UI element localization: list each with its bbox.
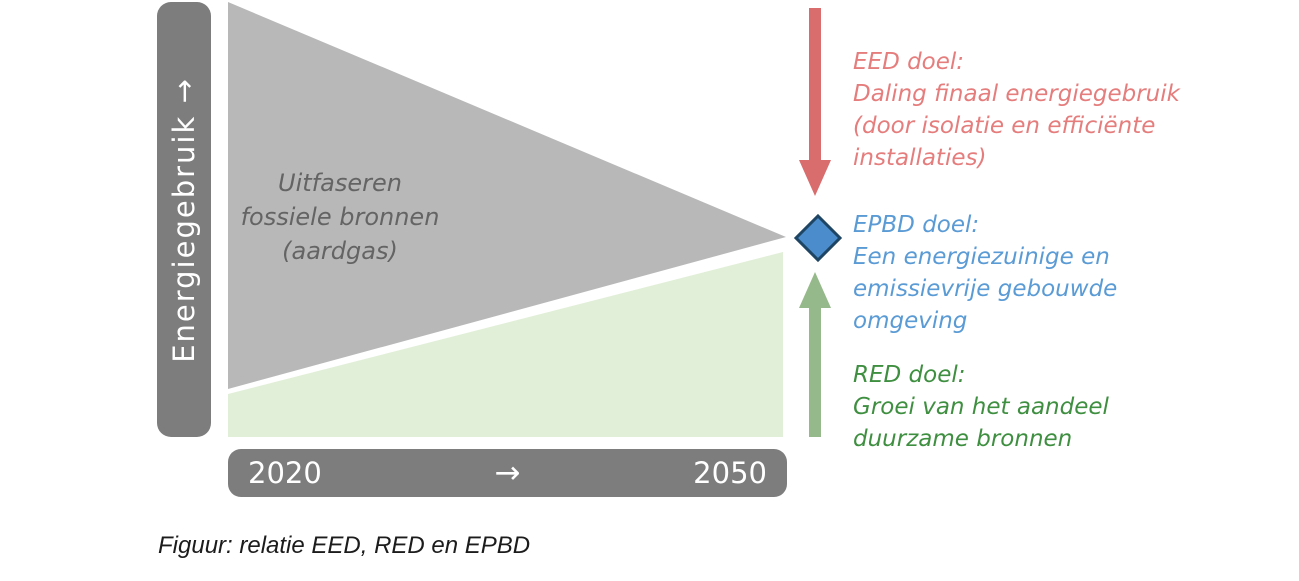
annotation-epbd-title: EPBD doel: <box>853 212 980 238</box>
gray-triangle <box>228 2 786 389</box>
annotation-eed-title: EED doel: <box>853 49 965 75</box>
red-up-arrow-icon <box>799 272 831 437</box>
annotation-epbd-text: Een energiezuinige en emissievrije gebou… <box>853 244 1118 334</box>
x-axis-arrow-icon: → <box>494 455 521 491</box>
annotation-eed: EED doel: Daling finaal energiegebruik (d… <box>853 14 1180 174</box>
annotation-red-text: Groei van het aandeel duurzame bronnen <box>853 394 1109 452</box>
y-axis-bar: Energiegebruik → <box>157 2 211 437</box>
eed-down-arrow-icon <box>799 8 831 196</box>
annotation-red-title: RED doel: <box>853 362 966 388</box>
epbd-diamond-icon <box>793 213 843 263</box>
y-axis-label: Energiegebruik → <box>167 76 201 363</box>
figure-caption: Figuur: relatie EED, RED en EPBD <box>158 532 531 559</box>
x-axis-end-label: 2050 <box>693 456 767 490</box>
green-area <box>228 252 783 437</box>
gray-triangle-label: Uitfaseren fossiele bronnen (aardgas) <box>240 169 440 265</box>
x-axis-start-label: 2020 <box>248 456 322 490</box>
annotation-red: RED doel: Groei van het aandeel duurzame … <box>853 327 1109 455</box>
annotation-epbd: EPBD doel: Een energiezuinige en emissiev… <box>853 177 1117 337</box>
x-axis-bar: 2020 → 2050 <box>228 449 787 497</box>
annotation-eed-text: Daling finaal energiegebruik (door isola… <box>853 81 1180 171</box>
